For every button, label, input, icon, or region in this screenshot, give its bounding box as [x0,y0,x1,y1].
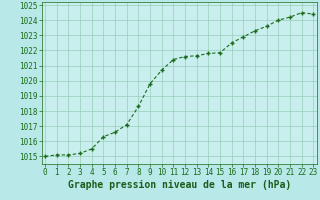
X-axis label: Graphe pression niveau de la mer (hPa): Graphe pression niveau de la mer (hPa) [68,180,291,190]
